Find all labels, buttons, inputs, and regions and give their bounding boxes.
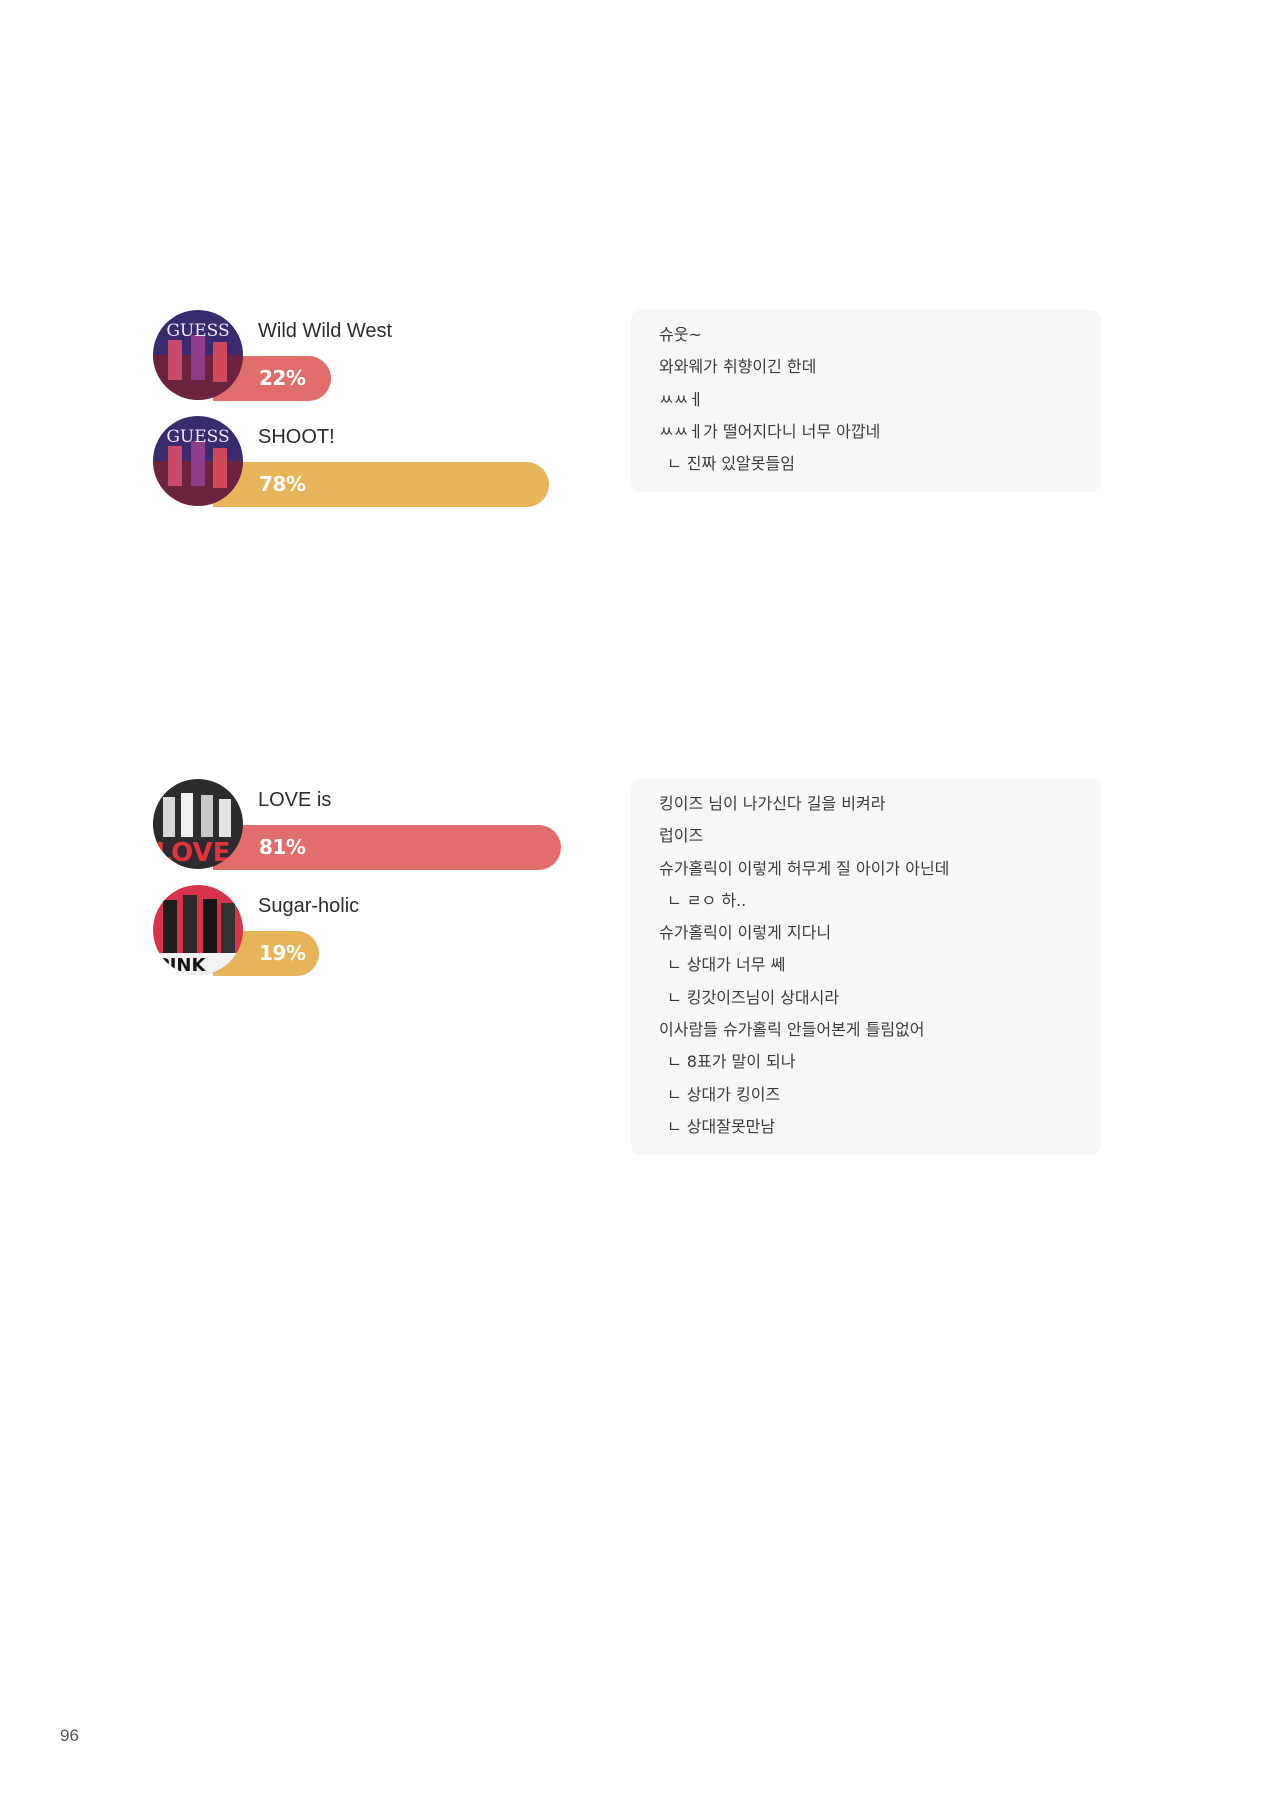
- comment-line: 킹이즈 님이 나가신다 길을 비켜라: [659, 794, 886, 813]
- comment-line: ㄴ 상대가 킹이즈: [667, 1084, 781, 1104]
- comment-line: ㄴ 8표가 말이 되나: [667, 1052, 796, 1072]
- comment-line: ㄴ 상대가 너무 쎄: [667, 955, 786, 975]
- comment-line: ㄴ 킹갓이즈님이 상대시라: [667, 987, 840, 1007]
- album-cover-icon: PINK: [153, 885, 243, 975]
- vote-bar: 78%: [213, 462, 549, 507]
- album-cover-icon: GUESS: [153, 416, 243, 506]
- vote-percent: 19%: [259, 941, 306, 965]
- svg-text:GUESS: GUESS: [166, 427, 229, 447]
- song-title: Sugar-holic: [258, 895, 360, 917]
- poll-option[interactable]: 78% GUESS SHOOT!: [153, 416, 593, 522]
- page-number: 96: [60, 1726, 79, 1745]
- vote-percent: 81%: [259, 835, 306, 859]
- song-title: LOVE is: [258, 789, 332, 811]
- vote-percent: 22%: [259, 366, 306, 390]
- comment-line: 슈가홀릭이 이렇게 지다니: [659, 923, 832, 943]
- comment-line: 와와웨가 취향이긴 한데: [659, 357, 817, 377]
- svg-text:GUESS: GUESS: [166, 321, 229, 341]
- comment-line: 슈웃~: [659, 325, 702, 344]
- poll-option[interactable]: 81% LOVE LOVE is: [153, 779, 593, 885]
- comment-line: ㅆㅆㅔ: [659, 389, 704, 409]
- song-title: Wild Wild West: [258, 320, 393, 342]
- svg-text:LOVE: LOVE: [156, 838, 231, 868]
- poll-option[interactable]: 19% PINK Sugar-holic: [153, 885, 593, 991]
- comment-line: ㄴ ㄹㅇ 하..: [667, 890, 747, 910]
- comment-line: ㄴ 진짜 있알못들임: [667, 454, 795, 474]
- poll-option[interactable]: 22% GUESS Wild Wild West: [153, 310, 593, 416]
- svg-text:PINK: PINK: [157, 955, 207, 975]
- vote-bar: 81%: [213, 825, 561, 870]
- comment-line: 이사람들 슈가홀릭 안들어본게 틀림없어: [659, 1020, 925, 1040]
- comment-line: ㅆㅆㅔ가 떨어지다니 너무 아깝네: [659, 421, 881, 441]
- comment-line: ㄴ 상대잘못만남: [667, 1116, 776, 1136]
- vote-percent: 78%: [259, 472, 306, 496]
- song-title: SHOOT!: [258, 426, 335, 448]
- poll-options: 22% GUESS Wild Wild West 78%: [153, 310, 593, 522]
- comment-line: 슈가홀릭이 이렇게 허무게 질 아이가 아닌데: [659, 858, 950, 878]
- poll-options: 81% LOVE LOVE is 19%: [153, 779, 593, 991]
- album-cover-icon: LOVE: [153, 779, 243, 869]
- album-cover-icon: GUESS: [153, 310, 243, 400]
- comment-line: 럽이즈: [659, 826, 704, 846]
